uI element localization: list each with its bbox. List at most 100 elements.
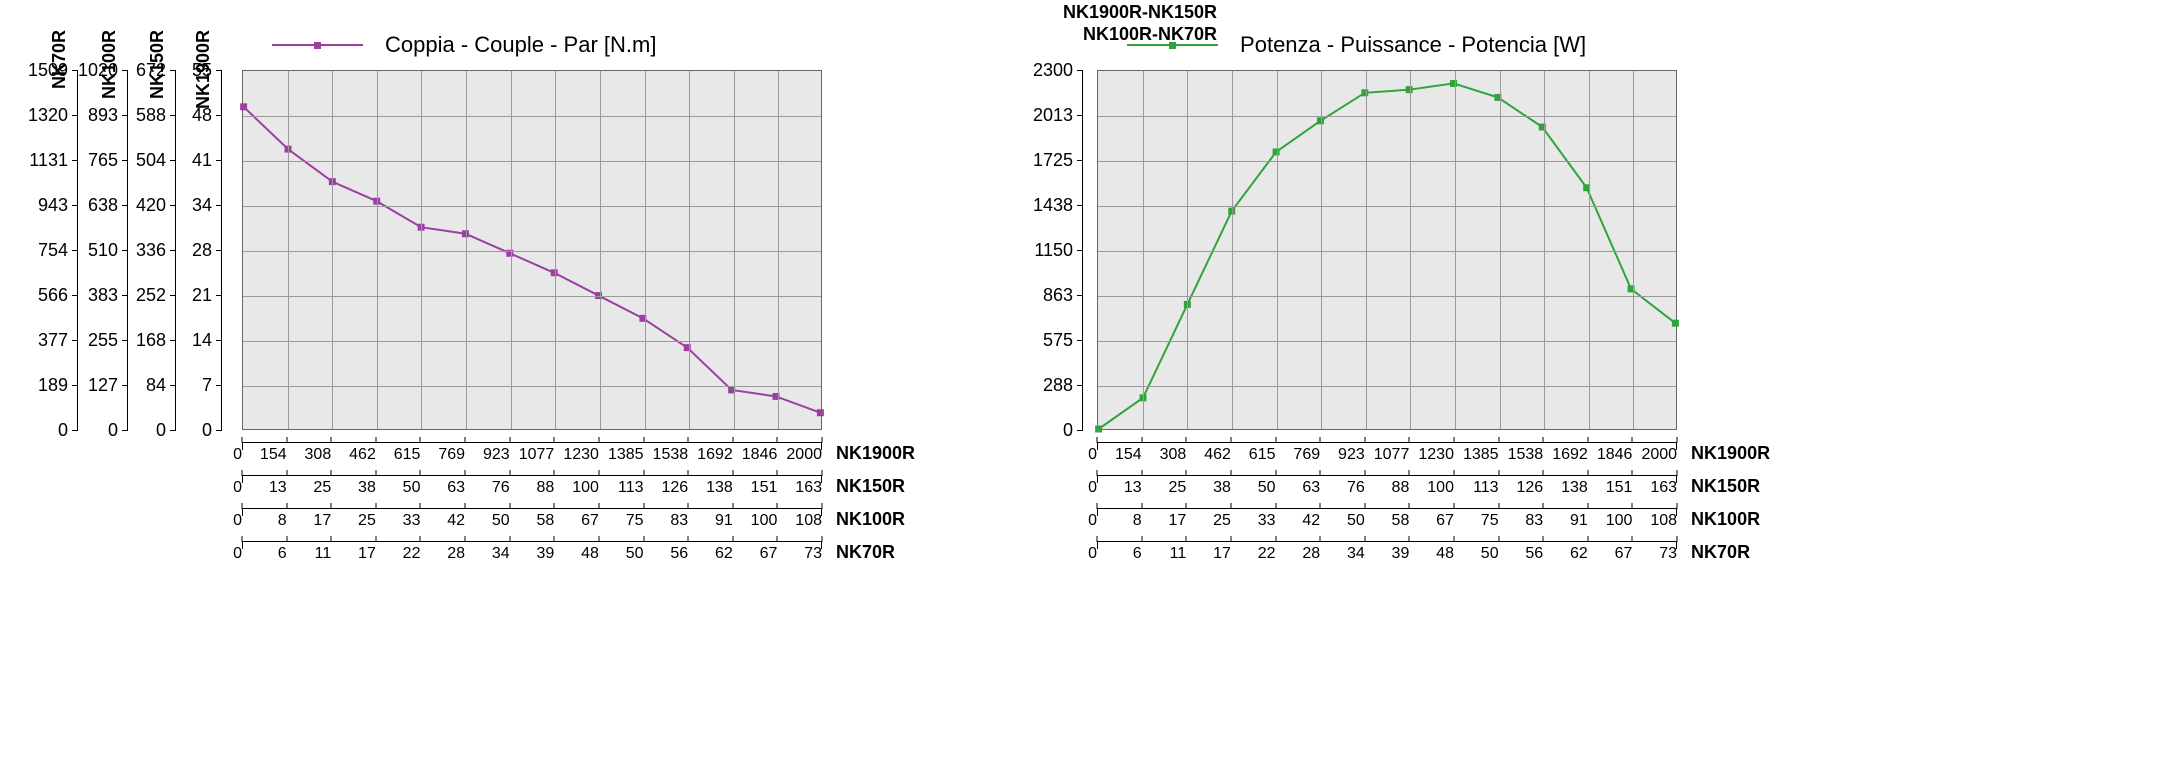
x-axis-label: NK100R <box>836 509 905 530</box>
grid-v <box>1633 71 1634 429</box>
y-tick-label: 1150 <box>1034 241 1073 259</box>
x-tick-label: 34 <box>492 542 510 562</box>
y-tick-label: 55 <box>192 61 212 79</box>
y-axis-col: NK1900R5548413428211470 <box>182 20 222 430</box>
x-tick-label: 462 <box>349 443 376 463</box>
y-tick-label: 575 <box>1043 331 1073 349</box>
x-tick-label: 138 <box>1561 476 1588 496</box>
grid-h <box>1098 386 1676 387</box>
x-tick-label: 2000 <box>786 443 822 463</box>
y-axis-spine <box>221 70 222 430</box>
grid-h <box>1098 161 1676 162</box>
x-axis-label: NK1900R <box>1691 443 1770 464</box>
x-tick-label: 50 <box>1258 476 1276 496</box>
grid-v <box>555 71 556 429</box>
y-tick-label: 28 <box>192 241 212 259</box>
x-tick-label: 1230 <box>1418 443 1454 463</box>
x-tick-label: 11 <box>1170 542 1187 562</box>
x-axis-cap <box>242 508 243 516</box>
x-tick-label: 17 <box>1213 542 1231 562</box>
x-tick-label: 100 <box>572 476 599 496</box>
x-axis-cap <box>1097 508 1098 516</box>
grid-v <box>332 71 333 429</box>
x-tick-label: 8 <box>278 509 287 529</box>
x-tick-label: 88 <box>1392 476 1410 496</box>
torque-legend-label: Coppia - Couple - Par [N.m] <box>385 32 656 58</box>
x-tick-label: 138 <box>706 476 733 496</box>
x-axis-box: 013253850637688100113126138151163 <box>1097 475 1677 498</box>
x-axis-row: 06111722283439485056626773NK70R <box>242 541 915 564</box>
torque-legend: Coppia - Couple - Par [N.m] <box>242 20 915 70</box>
y-tick-label: 48 <box>192 106 212 124</box>
x-tick-label: 1230 <box>563 443 599 463</box>
x-tick-label: 67 <box>1615 542 1633 562</box>
power-plot <box>1097 70 1677 430</box>
x-axis-box: 0154308462615769923107712301385153816921… <box>1097 442 1677 465</box>
x-tick-label: 0 <box>233 542 242 562</box>
x-axis-cap <box>1097 475 1098 483</box>
x-tick-label: 28 <box>1302 542 1320 562</box>
grid-h <box>243 161 821 162</box>
y-axis-spine <box>1082 70 1083 430</box>
y-tick-label: 1438 <box>1033 196 1073 214</box>
x-tick-label: 67 <box>581 509 599 529</box>
x-tick-label: 42 <box>447 509 465 529</box>
x-tick-label: 0 <box>233 509 242 529</box>
x-tick-label: 1538 <box>1508 443 1544 463</box>
y-axis-spine <box>77 70 78 430</box>
x-tick-label: 13 <box>1124 476 1142 496</box>
grid-v <box>600 71 601 429</box>
x-tick-label: 39 <box>1392 542 1410 562</box>
x-tick-label: 100 <box>1427 476 1454 496</box>
grid-v <box>421 71 422 429</box>
x-tick-label: 83 <box>670 509 688 529</box>
x-axis-label: NK1900R <box>836 443 915 464</box>
torque-chart-block: NK70R1509132011319437545663771890NK100R1… <box>30 20 915 782</box>
y-axis-spine <box>127 70 128 430</box>
x-tick-label: 1385 <box>608 443 644 463</box>
grid-v <box>1143 71 1144 429</box>
x-tick-label: 163 <box>795 476 822 496</box>
y-axis-spine <box>175 70 176 430</box>
x-tick-label: 17 <box>313 509 331 529</box>
y-tick-label: 566 <box>38 286 68 304</box>
x-axis-box: 0817253342505867758391100108 <box>242 508 822 531</box>
y-tick-label: 1020 <box>78 61 118 79</box>
x-tick-label: 1538 <box>653 443 689 463</box>
x-tick-label: 17 <box>1168 509 1186 529</box>
grid-h <box>1098 206 1676 207</box>
grid-v <box>377 71 378 429</box>
x-tick-label: 126 <box>1516 476 1543 496</box>
grid-v <box>1410 71 1411 429</box>
grid-h <box>1098 296 1676 297</box>
x-tick-label: 42 <box>1302 509 1320 529</box>
x-tick-label: 67 <box>760 542 778 562</box>
x-tick-label: 73 <box>1659 542 1677 562</box>
x-tick-label: 151 <box>751 476 778 496</box>
grid-v <box>778 71 779 429</box>
x-axis-label: NK100R <box>1691 509 1760 530</box>
grid-h <box>1098 116 1676 117</box>
y-tick-label: 377 <box>38 331 68 349</box>
left-y-axis-group: NK70R1509132011319437545663771890NK100R1… <box>30 20 242 574</box>
y-tick-label: 510 <box>88 241 118 259</box>
x-axis-row: 0154308462615769923107712301385153816921… <box>1097 442 1770 465</box>
y-tick-label: 21 <box>192 286 212 304</box>
x-tick-label: 33 <box>403 509 421 529</box>
y-tick-label: 14 <box>192 331 212 349</box>
x-tick-label: 1692 <box>1552 443 1588 463</box>
x-tick-label: 108 <box>795 509 822 529</box>
grid-h <box>243 296 821 297</box>
x-tick-label: 1846 <box>1597 443 1633 463</box>
y-tick-label: 252 <box>136 286 166 304</box>
x-axis-cap <box>1097 442 1098 450</box>
x-tick-label: 126 <box>661 476 688 496</box>
y-tick-label: 34 <box>192 196 212 214</box>
y-tick-label: 189 <box>38 376 68 394</box>
grid-v <box>1321 71 1322 429</box>
y-tick-label: 383 <box>88 286 118 304</box>
x-tick-label: 769 <box>438 443 465 463</box>
x-tick-label: 63 <box>1302 476 1320 496</box>
y-tick-label: 2300 <box>1033 61 1073 79</box>
x-tick-label: 1385 <box>1463 443 1499 463</box>
